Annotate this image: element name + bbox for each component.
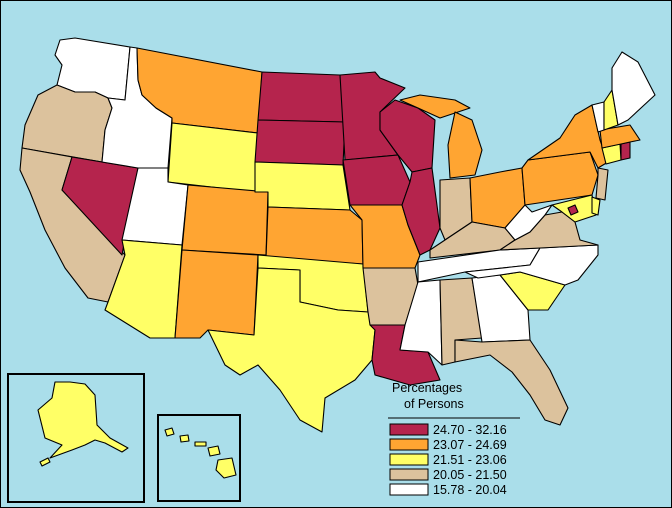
state-hi-molokai — [194, 441, 207, 447]
state-ak-island — [39, 457, 51, 467]
state-mi-upper — [399, 94, 471, 119]
state-de — [591, 196, 601, 216]
state-hi-big — [215, 457, 237, 479]
state-wv — [504, 204, 553, 241]
state-hi-kauai — [164, 427, 175, 437]
state-ma — [599, 124, 641, 149]
hawaii-inset-frame — [157, 414, 241, 502]
state-nm — [174, 249, 259, 339]
state-ks — [265, 206, 364, 265]
state-sd — [254, 119, 346, 166]
legend-swatch-3 — [389, 453, 429, 466]
state-fl — [454, 339, 569, 426]
alaska-inset-frame — [7, 373, 145, 503]
state-ia — [342, 154, 411, 206]
state-nj — [595, 167, 609, 201]
legend-label-5: 15.78 - 20.04 — [433, 483, 507, 497]
state-tx — [207, 267, 376, 433]
legend-label-2: 23.07 - 24.69 — [433, 438, 507, 452]
legend-swatch-4 — [389, 468, 429, 481]
state-wy — [167, 122, 259, 193]
state-ne — [254, 161, 351, 211]
state-me — [611, 51, 656, 126]
legend: Percentages of Persons 24.70 - 32.1623.0… — [388, 381, 520, 497]
legend-label-3: 21.51 - 23.06 — [433, 453, 507, 467]
legend-title-line2: of Persons — [404, 397, 464, 411]
state-ri — [620, 141, 631, 161]
state-ak — [37, 381, 129, 459]
state-co — [181, 184, 269, 256]
state-dc — [567, 204, 579, 216]
state-hi-oahu — [179, 434, 190, 443]
state-mi-lower — [447, 111, 483, 179]
state-nd — [257, 71, 346, 123]
state-nc — [464, 244, 599, 286]
state-hi-maui — [207, 445, 221, 457]
legend-swatch-1 — [389, 423, 429, 436]
state-ny — [527, 104, 609, 169]
legend-label-1: 24.70 - 32.16 — [433, 423, 507, 437]
state-il — [401, 167, 441, 256]
legend-swatch-2 — [389, 438, 429, 451]
legend-swatch-5 — [389, 483, 429, 496]
legend-title-line1: Percentages — [392, 381, 462, 395]
legend-label-4: 20.05 - 21.50 — [433, 468, 507, 482]
